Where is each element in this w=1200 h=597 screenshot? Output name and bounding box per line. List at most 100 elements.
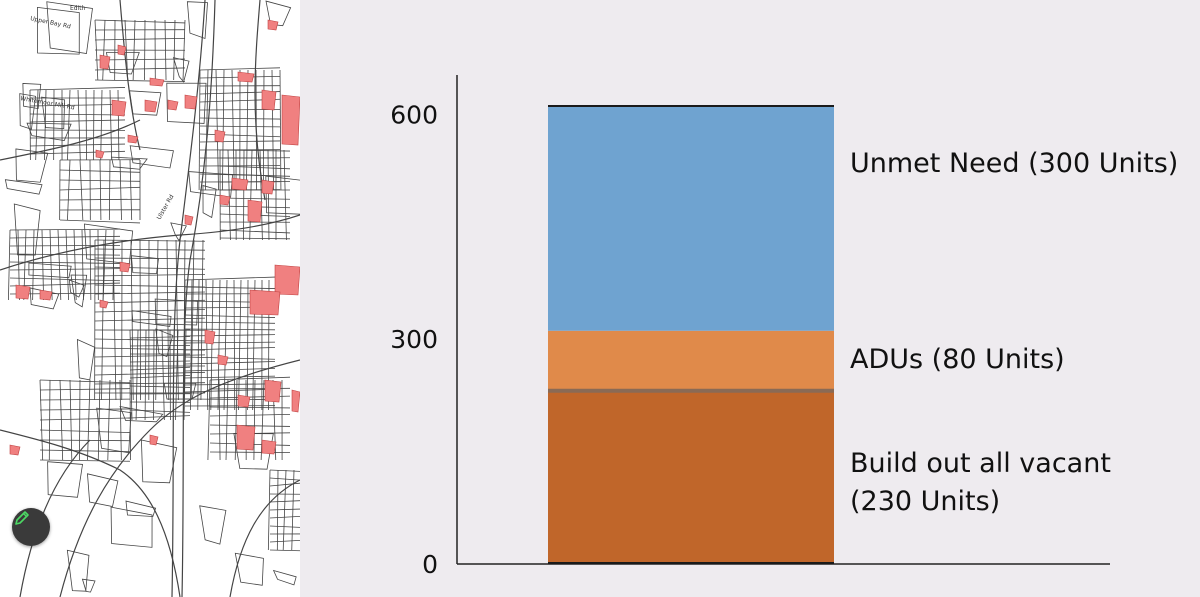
map-street bbox=[9, 228, 121, 231]
map-parcel-outline bbox=[28, 262, 72, 279]
map-road bbox=[254, 0, 266, 201]
map-street bbox=[269, 508, 300, 511]
map-street bbox=[231, 69, 235, 191]
map-street bbox=[9, 282, 121, 287]
vacant-parcel bbox=[274, 264, 300, 296]
map-parcel-outline bbox=[110, 506, 153, 548]
map-street bbox=[39, 398, 131, 401]
map-street bbox=[219, 149, 291, 152]
map-street bbox=[94, 58, 186, 61]
map-street bbox=[269, 539, 300, 543]
map-street bbox=[269, 469, 300, 472]
map-street bbox=[94, 317, 206, 322]
vacant-parcel bbox=[291, 389, 300, 413]
map-street bbox=[39, 429, 131, 433]
map-street bbox=[135, 329, 139, 421]
y-tick-labels: 0 300 600 bbox=[390, 100, 438, 579]
parcel-map: Upper Bay Rd Edith Whitemoor Mill Rd Ulster… bbox=[0, 0, 300, 597]
map-street bbox=[184, 341, 276, 344]
vacant-parcel bbox=[15, 284, 31, 300]
map-street bbox=[39, 439, 131, 442]
map-street bbox=[39, 388, 131, 391]
vacant-parcel bbox=[99, 299, 109, 309]
map-street bbox=[9, 268, 121, 271]
map-street bbox=[246, 69, 249, 191]
map-street bbox=[35, 89, 39, 161]
map-parcel-outline bbox=[22, 83, 42, 110]
vacant-parcel bbox=[127, 134, 139, 144]
map-street bbox=[9, 235, 121, 239]
pencil-icon bbox=[15, 511, 29, 525]
map-street bbox=[59, 198, 141, 201]
map-road bbox=[181, 0, 216, 597]
map-street bbox=[219, 197, 291, 200]
map-street bbox=[59, 186, 141, 191]
vacant-parcel bbox=[247, 199, 263, 223]
vacant-parcel bbox=[9, 444, 21, 456]
map-street bbox=[101, 239, 105, 401]
map-road bbox=[0, 119, 141, 161]
map-street bbox=[9, 253, 121, 256]
map-street bbox=[94, 354, 206, 358]
vacant-parcel bbox=[281, 94, 300, 146]
vacant-parcel bbox=[167, 99, 179, 111]
map-street bbox=[269, 525, 300, 528]
map-street bbox=[279, 69, 282, 191]
map-street bbox=[209, 451, 291, 453]
map-street bbox=[207, 379, 211, 461]
map-street bbox=[184, 334, 276, 337]
map-parcel-outline bbox=[129, 145, 174, 169]
map-parcel-outline bbox=[15, 148, 49, 183]
map-parcel-outline bbox=[233, 432, 274, 470]
map-street bbox=[184, 388, 276, 393]
map-street bbox=[65, 229, 69, 301]
vacant-parcel bbox=[119, 261, 131, 273]
map-street bbox=[249, 149, 253, 241]
map-street bbox=[129, 336, 191, 339]
vacant-parcel bbox=[261, 89, 277, 111]
y-tick-label: 0 bbox=[422, 550, 438, 579]
map-parcel-outline bbox=[265, 0, 292, 27]
map-street bbox=[89, 229, 92, 301]
map-parcel-outline bbox=[163, 382, 197, 400]
vacant-parcel bbox=[237, 394, 251, 408]
map-street bbox=[183, 329, 187, 421]
map-street bbox=[269, 549, 300, 552]
map-street bbox=[112, 239, 117, 401]
map-street bbox=[9, 277, 121, 282]
map-street bbox=[215, 69, 219, 191]
vacant-parcel bbox=[204, 329, 216, 345]
vacant-parcel bbox=[214, 129, 226, 143]
map-street bbox=[29, 119, 126, 123]
map-street bbox=[184, 321, 276, 324]
map-street bbox=[129, 415, 191, 419]
vacant-parcel bbox=[237, 71, 255, 83]
map-street bbox=[260, 379, 265, 461]
map-parcel-outline bbox=[4, 179, 43, 195]
map-street bbox=[184, 375, 276, 379]
series-label: ADUs (80 Units) bbox=[850, 344, 1065, 375]
map-parcel-outline bbox=[199, 505, 227, 545]
vacant-parcel bbox=[149, 434, 159, 446]
vacant-parcel bbox=[231, 177, 249, 191]
map-street bbox=[79, 379, 81, 461]
map-parcel-outline bbox=[186, 1, 208, 40]
map-street bbox=[73, 229, 77, 301]
map-street bbox=[97, 379, 101, 461]
map-road bbox=[0, 214, 300, 271]
map-street bbox=[184, 383, 276, 386]
map-street bbox=[225, 379, 229, 461]
map-street bbox=[67, 89, 71, 161]
map-parcel-outline bbox=[154, 298, 199, 326]
pencil-button[interactable] bbox=[12, 508, 50, 546]
map-street bbox=[184, 361, 276, 365]
map-street bbox=[29, 150, 126, 155]
map-street bbox=[219, 237, 291, 240]
map-street bbox=[199, 125, 281, 128]
map-parcel-outline bbox=[130, 255, 159, 275]
map-street bbox=[198, 69, 201, 191]
map-street bbox=[8, 229, 11, 301]
map-street bbox=[9, 261, 121, 264]
map-parcel-outline bbox=[166, 82, 207, 124]
